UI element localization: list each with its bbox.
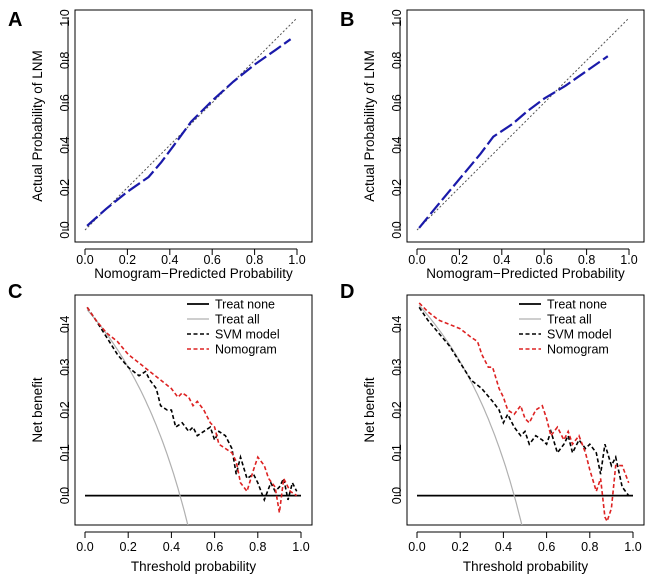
panel-d: D 0.0 0.2 0.4 0.6 0.8 1.0 0.0 0.1 0.2 0.3 0.4 Thresh… <box>340 281 645 574</box>
y-tick-label: 0.1 <box>58 444 72 461</box>
legend-entry: Treat none <box>215 298 275 312</box>
y-tick-label: 0.4 <box>390 136 404 153</box>
panel-label: C <box>8 281 22 303</box>
y-tick-label: 0.2 <box>58 401 72 418</box>
x-tick-label: 0.2 <box>120 540 137 554</box>
y-tick-label: 0.2 <box>58 179 72 196</box>
panel-a: A0.0 0.2 0.4 0.6 0.8 1.00.00.20.40.60.81.0Nom… <box>8 9 313 281</box>
x-tick-label: 0.8 <box>581 540 598 554</box>
y-tick-label: 0.8 <box>58 52 72 69</box>
x-tick-label: 0.8 <box>578 253 595 267</box>
y-tick-label: 0.3 <box>58 358 72 375</box>
y-axis-label: Net benefit <box>30 377 45 443</box>
x-tick-label: 0.2 <box>451 253 468 267</box>
treat-all-curve <box>86 309 189 525</box>
x-tick-label: 1.0 <box>624 540 641 554</box>
legend-entry: Treat all <box>547 313 592 327</box>
y-tick-label: 0.4 <box>58 316 72 333</box>
legend-entry: Nomogram <box>547 343 609 357</box>
x-axis-label: Threshold probability <box>131 559 257 574</box>
panel-b: B0.0 0.2 0.4 0.6 0.8 1.00.00.20.40.60.81.0Nom… <box>340 9 645 281</box>
treat-all-curve <box>418 305 523 525</box>
y-axis-label: Actual Probability of LNM <box>30 50 45 202</box>
x-axis-label: Threshold probability <box>463 559 589 574</box>
x-axis-label: Nomogram−Predicted Probability <box>94 266 293 281</box>
series-group <box>84 17 298 231</box>
y-tick-label: 0.0 <box>58 221 72 238</box>
series-group <box>417 302 633 525</box>
panel-label: B <box>340 9 354 31</box>
ideal-line <box>416 17 630 231</box>
y-tick-label: 0.3 <box>390 358 404 375</box>
x-tick-label: 0.4 <box>161 253 178 267</box>
y-tick-label: 0.0 <box>58 487 72 504</box>
x-tick-label: 1.0 <box>292 540 309 554</box>
series-group <box>416 17 630 231</box>
panel-label: A <box>8 9 22 31</box>
calibration-curve <box>86 38 292 227</box>
x-tick-label: 0.2 <box>119 253 136 267</box>
x-tick-label: 0.4 <box>495 540 512 554</box>
y-tick-label: 0.2 <box>390 179 404 196</box>
x-tick-label: 0.0 <box>76 540 93 554</box>
calibration-curve <box>418 55 609 229</box>
y-tick-label: 1.0 <box>390 9 404 26</box>
y-tick-label: 0.8 <box>390 52 404 69</box>
svm-model-curve <box>418 306 630 497</box>
x-tick-label: 0.4 <box>493 253 510 267</box>
x-tick-label: 0.4 <box>163 540 180 554</box>
nomogram-curve <box>86 306 298 513</box>
x-tick-label: 0.8 <box>246 253 263 267</box>
y-tick-label: 0.2 <box>390 401 404 418</box>
y-tick-label: 0.6 <box>390 94 404 111</box>
x-tick-label: 0.8 <box>249 540 266 554</box>
x-tick-label: 0.0 <box>408 540 425 554</box>
series-group <box>85 306 301 525</box>
svm-model-curve <box>86 306 298 503</box>
x-tick-label: 1.0 <box>620 253 637 267</box>
legend-entry: Treat none <box>547 298 607 312</box>
y-axis-label: Net benefit <box>362 377 377 443</box>
legend-entry: SVM model <box>547 328 612 342</box>
ideal-line <box>84 17 298 231</box>
y-tick-label: 0.1 <box>390 444 404 461</box>
x-tick-label: 1.0 <box>288 253 305 267</box>
y-axis-label: Actual Probability of LNM <box>362 50 377 202</box>
x-tick-label: 0.6 <box>206 540 223 554</box>
y-tick-label: 0.0 <box>390 487 404 504</box>
y-tick-label: 1.0 <box>58 9 72 26</box>
y-tick-label: 0.0 <box>390 221 404 238</box>
x-tick-label: 0.6 <box>538 540 555 554</box>
plot-frame <box>406 9 645 243</box>
y-tick-label: 0.4 <box>58 136 72 153</box>
panel-label: D <box>340 281 354 303</box>
x-axis-label: Nomogram−Predicted Probability <box>426 266 625 281</box>
legend-entry: Treat all <box>215 313 260 327</box>
legend-entry: SVM model <box>215 328 280 342</box>
plot-frame <box>74 294 313 526</box>
plot-frame <box>74 9 313 243</box>
x-tick-label: 0.6 <box>204 253 221 267</box>
y-tick-label: 0.6 <box>58 94 72 111</box>
plot-frame <box>406 294 645 526</box>
panel-c: C 0.0 0.2 0.4 0.6 0.8 1.0 0.0 0.1 0.2 0.3 0.4 Thresh… <box>8 281 313 574</box>
legend-entry: Nomogram <box>215 343 277 357</box>
x-tick-label: 0.2 <box>452 540 469 554</box>
x-tick-label: 0.0 <box>408 253 425 267</box>
nomogram-curve <box>418 302 630 524</box>
y-tick-label: 0.4 <box>390 316 404 333</box>
x-tick-label: 0.6 <box>536 253 553 267</box>
x-tick-label: 0.0 <box>76 253 93 267</box>
